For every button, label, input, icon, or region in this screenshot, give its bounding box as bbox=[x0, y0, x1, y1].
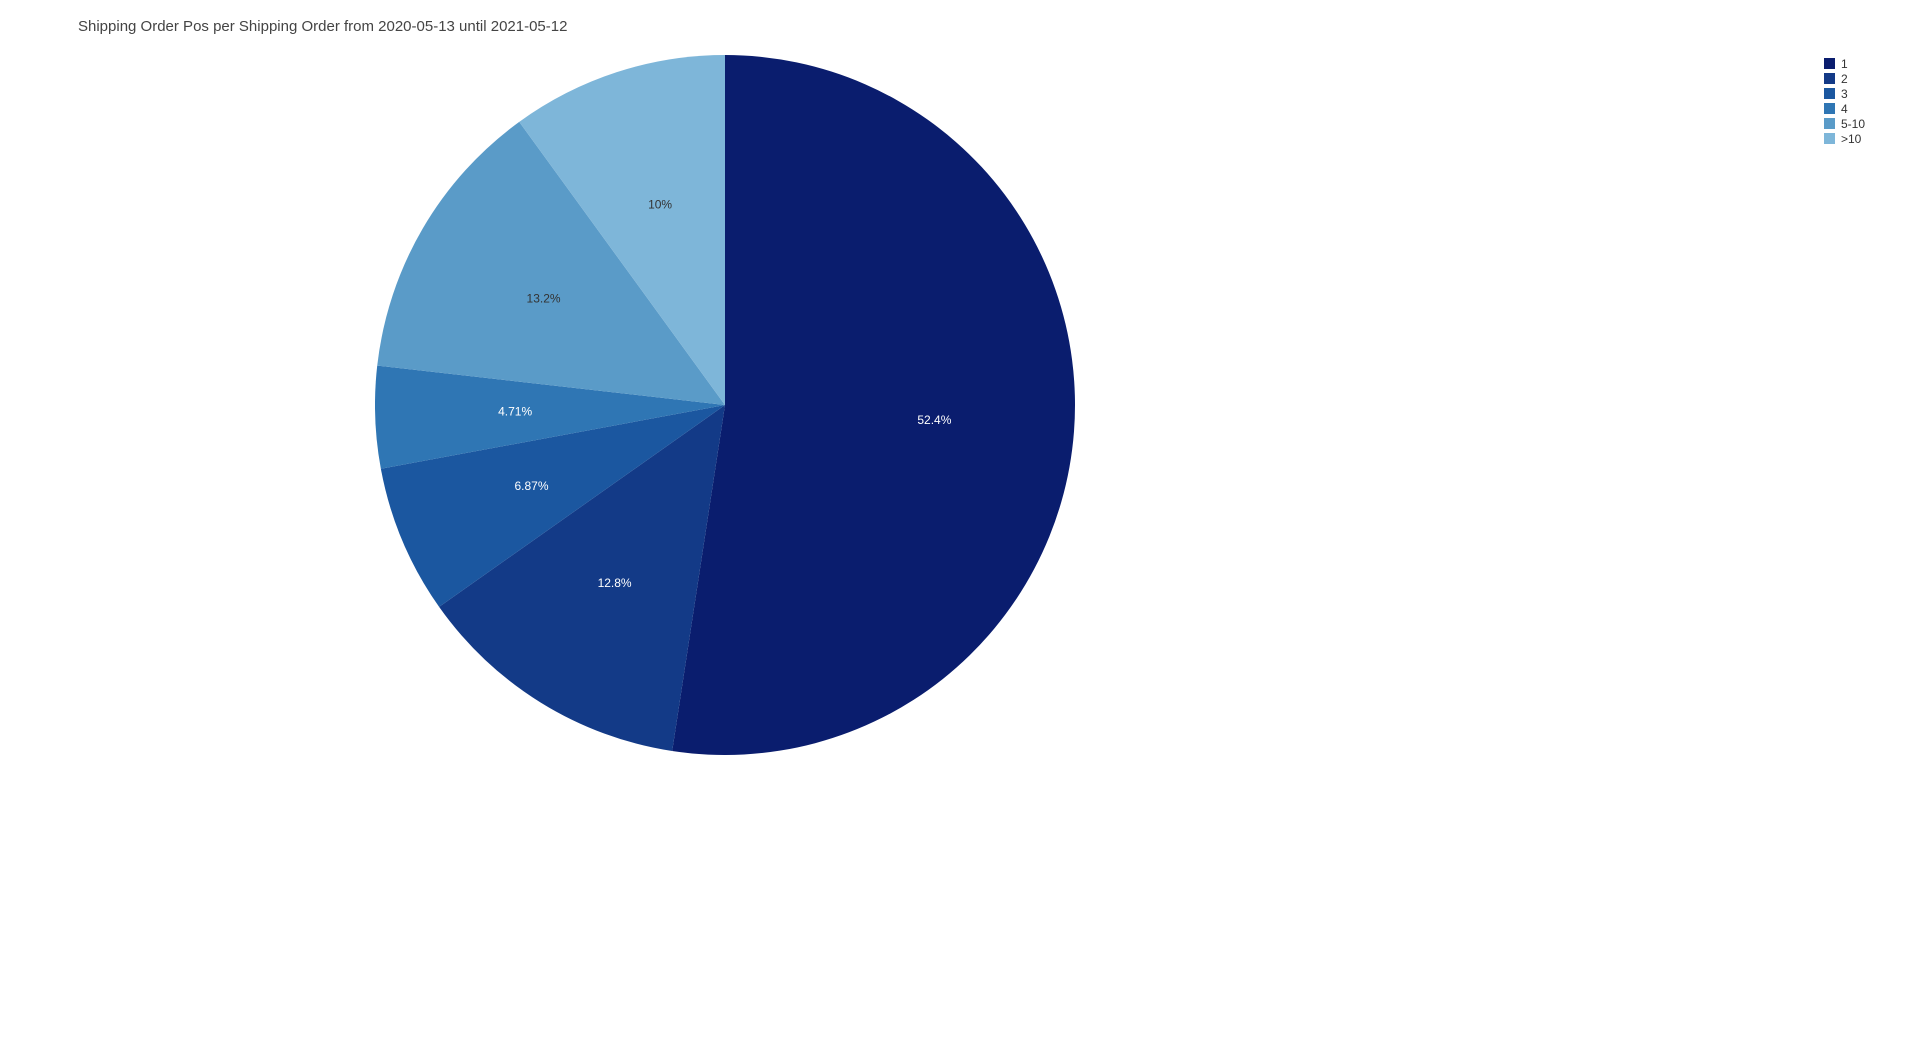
legend-swatch bbox=[1824, 133, 1835, 144]
legend-swatch bbox=[1824, 118, 1835, 129]
chart-title: Shipping Order Pos per Shipping Order fr… bbox=[78, 18, 567, 35]
pie-slice[interactable] bbox=[672, 55, 1075, 755]
pie-slice-label: 4.71% bbox=[498, 405, 532, 419]
legend-swatch bbox=[1824, 73, 1835, 84]
pie-slice-label: 6.87% bbox=[514, 479, 548, 493]
legend-label: 3 bbox=[1841, 87, 1848, 101]
legend-item[interactable]: 2 bbox=[1824, 71, 1865, 86]
pie-slice-label: 10% bbox=[648, 197, 672, 211]
legend-item[interactable]: 4 bbox=[1824, 101, 1865, 116]
pie-slice-label: 52.4% bbox=[917, 413, 951, 427]
legend-label: >10 bbox=[1841, 132, 1861, 146]
legend-item[interactable]: 5-10 bbox=[1824, 116, 1865, 131]
legend-swatch bbox=[1824, 58, 1835, 69]
legend-item[interactable]: 3 bbox=[1824, 86, 1865, 101]
pie-slice-label: 13.2% bbox=[527, 291, 561, 305]
pie-chart: 52.4% 12.8% 6.87% 4.71% 13.2% 10% bbox=[375, 55, 1075, 755]
legend-label: 1 bbox=[1841, 57, 1848, 71]
legend-label: 5-10 bbox=[1841, 117, 1865, 131]
pie-slice-label: 12.8% bbox=[598, 576, 632, 590]
legend-swatch bbox=[1824, 88, 1835, 99]
legend-item[interactable]: >10 bbox=[1824, 131, 1865, 146]
legend-label: 4 bbox=[1841, 102, 1848, 116]
legend: 12345-10>10 bbox=[1824, 56, 1865, 146]
legend-label: 2 bbox=[1841, 72, 1848, 86]
legend-swatch bbox=[1824, 103, 1835, 114]
legend-item[interactable]: 1 bbox=[1824, 56, 1865, 71]
